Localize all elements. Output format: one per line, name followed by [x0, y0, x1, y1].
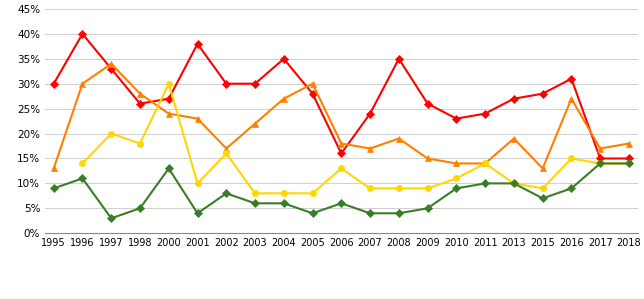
Muy preocupado: [596, 157, 604, 160]
Preocupado: [194, 117, 202, 120]
Muy preocupado: [510, 97, 518, 100]
Muy preocupado: [453, 117, 460, 120]
No está preocupado: [194, 211, 202, 215]
Preocupado: [280, 97, 288, 100]
No está preocupado: [481, 181, 489, 185]
No está preocupado: [567, 187, 575, 190]
No está preocupado: [625, 162, 633, 165]
Preocupado: [308, 82, 316, 86]
Poco preocupado: [453, 177, 460, 180]
Preocupado: [165, 112, 173, 115]
No está preocupado: [79, 177, 86, 180]
Poco preocupado: [510, 181, 518, 185]
Preocupado: [366, 147, 374, 150]
Poco preocupado: [366, 187, 374, 190]
Poco preocupado: [539, 187, 547, 190]
Preocupado: [481, 162, 489, 165]
Preocupado: [539, 167, 547, 170]
Line: Preocupado: Preocupado: [51, 61, 632, 172]
No está preocupado: [539, 196, 547, 200]
Preocupado: [510, 137, 518, 140]
Muy preocupado: [395, 57, 402, 61]
Poco preocupado: [424, 187, 431, 190]
Preocupado: [337, 142, 345, 145]
No está preocupado: [510, 181, 518, 185]
Line: Poco preocupado: Poco preocupado: [79, 81, 632, 196]
No está preocupado: [395, 211, 402, 215]
Preocupado: [108, 62, 115, 65]
Preocupado: [567, 97, 575, 100]
Preocupado: [424, 157, 431, 160]
Poco preocupado: [308, 192, 316, 195]
Muy preocupado: [539, 92, 547, 95]
No está preocupado: [337, 202, 345, 205]
Muy preocupado: [280, 57, 288, 61]
Poco preocupado: [251, 192, 259, 195]
No está preocupado: [222, 192, 230, 195]
Poco preocupado: [567, 157, 575, 160]
Muy preocupado: [567, 77, 575, 80]
Poco preocupado: [337, 167, 345, 170]
No está preocupado: [280, 202, 288, 205]
Preocupado: [136, 92, 144, 95]
Poco preocupado: [136, 142, 144, 145]
Muy preocupado: [222, 82, 230, 86]
No está preocupado: [596, 162, 604, 165]
Muy preocupado: [481, 112, 489, 115]
No está preocupado: [424, 207, 431, 210]
Poco preocupado: [194, 181, 202, 185]
Poco preocupado: [108, 132, 115, 135]
No está preocupado: [165, 167, 173, 170]
Muy preocupado: [108, 67, 115, 71]
Muy preocupado: [366, 112, 374, 115]
No está preocupado: [308, 211, 316, 215]
Muy preocupado: [79, 32, 86, 36]
Muy preocupado: [194, 42, 202, 46]
Muy preocupado: [136, 102, 144, 106]
No está preocupado: [366, 211, 374, 215]
Poco preocupado: [222, 152, 230, 155]
Preocupado: [453, 162, 460, 165]
Preocupado: [596, 147, 604, 150]
Line: Muy preocupado: Muy preocupado: [51, 31, 632, 161]
Preocupado: [251, 122, 259, 125]
No está preocupado: [453, 187, 460, 190]
Preocupado: [625, 142, 633, 145]
Poco preocupado: [79, 162, 86, 165]
Poco preocupado: [395, 187, 402, 190]
Poco preocupado: [280, 192, 288, 195]
No está preocupado: [50, 187, 57, 190]
Poco preocupado: [481, 162, 489, 165]
Muy preocupado: [165, 97, 173, 100]
Muy preocupado: [251, 82, 259, 86]
Preocupado: [222, 147, 230, 150]
No está preocupado: [108, 216, 115, 220]
No está preocupado: [251, 202, 259, 205]
Poco preocupado: [625, 162, 633, 165]
Preocupado: [395, 137, 402, 140]
Muy preocupado: [308, 92, 316, 95]
Poco preocupado: [165, 82, 173, 86]
Muy preocupado: [337, 152, 345, 155]
Preocupado: [79, 82, 86, 86]
Muy preocupado: [50, 82, 57, 86]
Preocupado: [50, 167, 57, 170]
No está preocupado: [136, 207, 144, 210]
Muy preocupado: [424, 102, 431, 106]
Poco preocupado: [596, 162, 604, 165]
Line: No está preocupado: No está preocupado: [51, 160, 632, 221]
Muy preocupado: [625, 157, 633, 160]
